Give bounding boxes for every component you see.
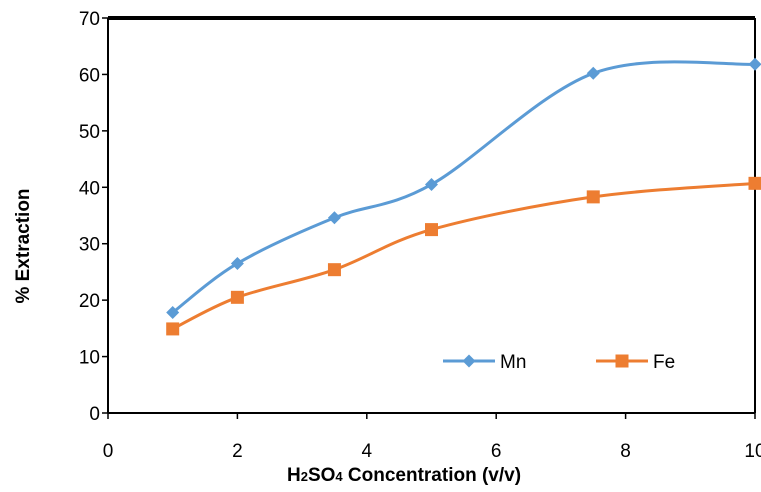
legend-label: Mn bbox=[500, 352, 526, 373]
y-tick-label: 30 bbox=[79, 235, 100, 256]
x-tick-labels: 0 2 4 6 8 10 bbox=[103, 441, 761, 462]
legend-swatch-marker bbox=[615, 354, 629, 368]
y-tick-label: 50 bbox=[79, 122, 100, 143]
series-fe bbox=[166, 176, 761, 336]
x-tick-label: 10 bbox=[744, 441, 761, 462]
data-point-mn bbox=[425, 177, 438, 191]
series-line-mn bbox=[171, 60, 756, 314]
axes bbox=[102, 16, 756, 419]
data-point-mn bbox=[586, 66, 600, 80]
legend-item-fe: Fe bbox=[596, 352, 675, 373]
series-mn bbox=[166, 57, 761, 320]
x-tick-label: 6 bbox=[491, 441, 502, 462]
data-point-fe bbox=[327, 263, 341, 277]
y-tick-label: 60 bbox=[79, 65, 100, 86]
data-point-fe bbox=[586, 190, 600, 204]
x-axis-title: H2SO4 Concentration (v/v) bbox=[287, 465, 521, 486]
y-tick-label: 10 bbox=[79, 348, 100, 369]
data-point-mn bbox=[166, 306, 180, 320]
data-point-fe bbox=[425, 223, 438, 237]
series-line-fe bbox=[172, 181, 756, 331]
y-tick-label: 40 bbox=[79, 178, 100, 199]
legend-item-mn: Mn bbox=[443, 352, 526, 373]
data-point-fe bbox=[748, 176, 761, 190]
series-layer bbox=[166, 57, 761, 336]
x-tick-label: 0 bbox=[103, 441, 114, 462]
x-tick-label: 4 bbox=[362, 441, 373, 462]
y-tick-labels: 0 10 20 30 40 50 60 70 bbox=[79, 9, 100, 425]
data-point-fe bbox=[166, 322, 180, 336]
y-axis-title: % Extraction bbox=[13, 188, 34, 303]
y-tick-label: 0 bbox=[89, 404, 100, 425]
legend-swatch-marker bbox=[462, 354, 476, 368]
y-tick-label: 20 bbox=[79, 291, 100, 312]
data-point-mn bbox=[748, 57, 761, 71]
data-point-fe bbox=[230, 290, 244, 304]
x-tick-label: 8 bbox=[620, 441, 631, 462]
legend-label: Fe bbox=[653, 352, 675, 373]
y-tick-label: 70 bbox=[79, 9, 100, 30]
legend: Mn Fe bbox=[443, 352, 675, 373]
data-point-mn bbox=[327, 211, 341, 225]
x-tick-label: 2 bbox=[232, 441, 243, 462]
data-point-mn bbox=[230, 256, 244, 270]
